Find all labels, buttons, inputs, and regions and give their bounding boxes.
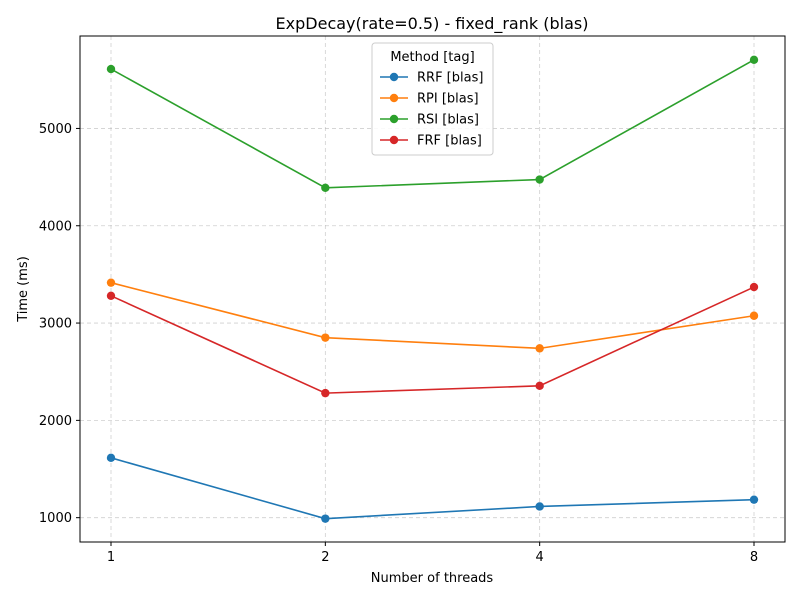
legend-item: RRF [blas] — [380, 71, 483, 86]
x-tick-label: 2 — [321, 550, 329, 565]
plot-frame — [79, 35, 786, 543]
y-tick-label: 5000 — [39, 122, 72, 137]
legend-label: RSI [blas] — [417, 113, 479, 128]
legend-item: RSI [blas] — [380, 113, 479, 128]
legend-label: RRF [blas] — [417, 71, 483, 86]
y-axis-label: Time (ms) — [16, 256, 31, 323]
series-line — [110, 286, 755, 394]
legend-swatch-marker — [389, 93, 399, 103]
data-point — [535, 175, 544, 184]
x-axis-label: Number of threads — [371, 571, 494, 586]
legend-item: FRF [blas] — [380, 134, 482, 149]
legend: Method [tag] RRF [blas] RPI [blas] RSI [bla… — [371, 42, 494, 156]
data-point — [321, 514, 330, 523]
data-point — [749, 495, 759, 504]
legend-box — [371, 42, 494, 156]
series-0 — [106, 453, 759, 523]
data-point — [749, 311, 759, 320]
series-line — [110, 457, 755, 520]
y-tick-label: 2000 — [39, 414, 72, 429]
legend-swatch-marker — [389, 72, 399, 82]
data-point — [321, 183, 330, 192]
series-group — [106, 55, 759, 523]
data-point — [535, 381, 544, 391]
series-1 — [106, 278, 759, 353]
y-tick-label: 3000 — [39, 317, 72, 332]
chart-title: ExpDecay(rate=0.5) - fixed_rank (blas) — [276, 14, 589, 34]
data-point — [106, 278, 116, 287]
series-line — [110, 59, 755, 189]
legend-label: RPI [blas] — [417, 92, 479, 107]
y-tick-label: 4000 — [39, 219, 72, 234]
data-point — [535, 344, 544, 353]
legend-swatch-marker — [389, 114, 399, 124]
data-point — [749, 55, 759, 65]
y-tick-label: 1000 — [39, 511, 72, 526]
legend-title: Method [tag] — [390, 50, 474, 65]
data-point — [106, 453, 116, 463]
x-tick-label: 1 — [107, 550, 115, 565]
x-tick-label: 4 — [536, 550, 544, 565]
legend-label: FRF [blas] — [417, 134, 482, 149]
legend-item: RPI [blas] — [380, 92, 479, 107]
data-point — [321, 388, 330, 398]
data-point — [535, 502, 544, 511]
data-point — [749, 282, 759, 292]
axis-ticks: 1 2 4 8 1000 2000 3000 4000 5000 — [39, 122, 758, 565]
legend-swatch-marker — [389, 135, 399, 145]
data-point — [321, 333, 330, 342]
x-tick-label: 8 — [750, 550, 758, 565]
data-point — [106, 64, 116, 74]
series-line — [110, 281, 755, 350]
series-3 — [106, 282, 759, 398]
data-point — [106, 291, 116, 301]
series-2 — [106, 55, 759, 192]
